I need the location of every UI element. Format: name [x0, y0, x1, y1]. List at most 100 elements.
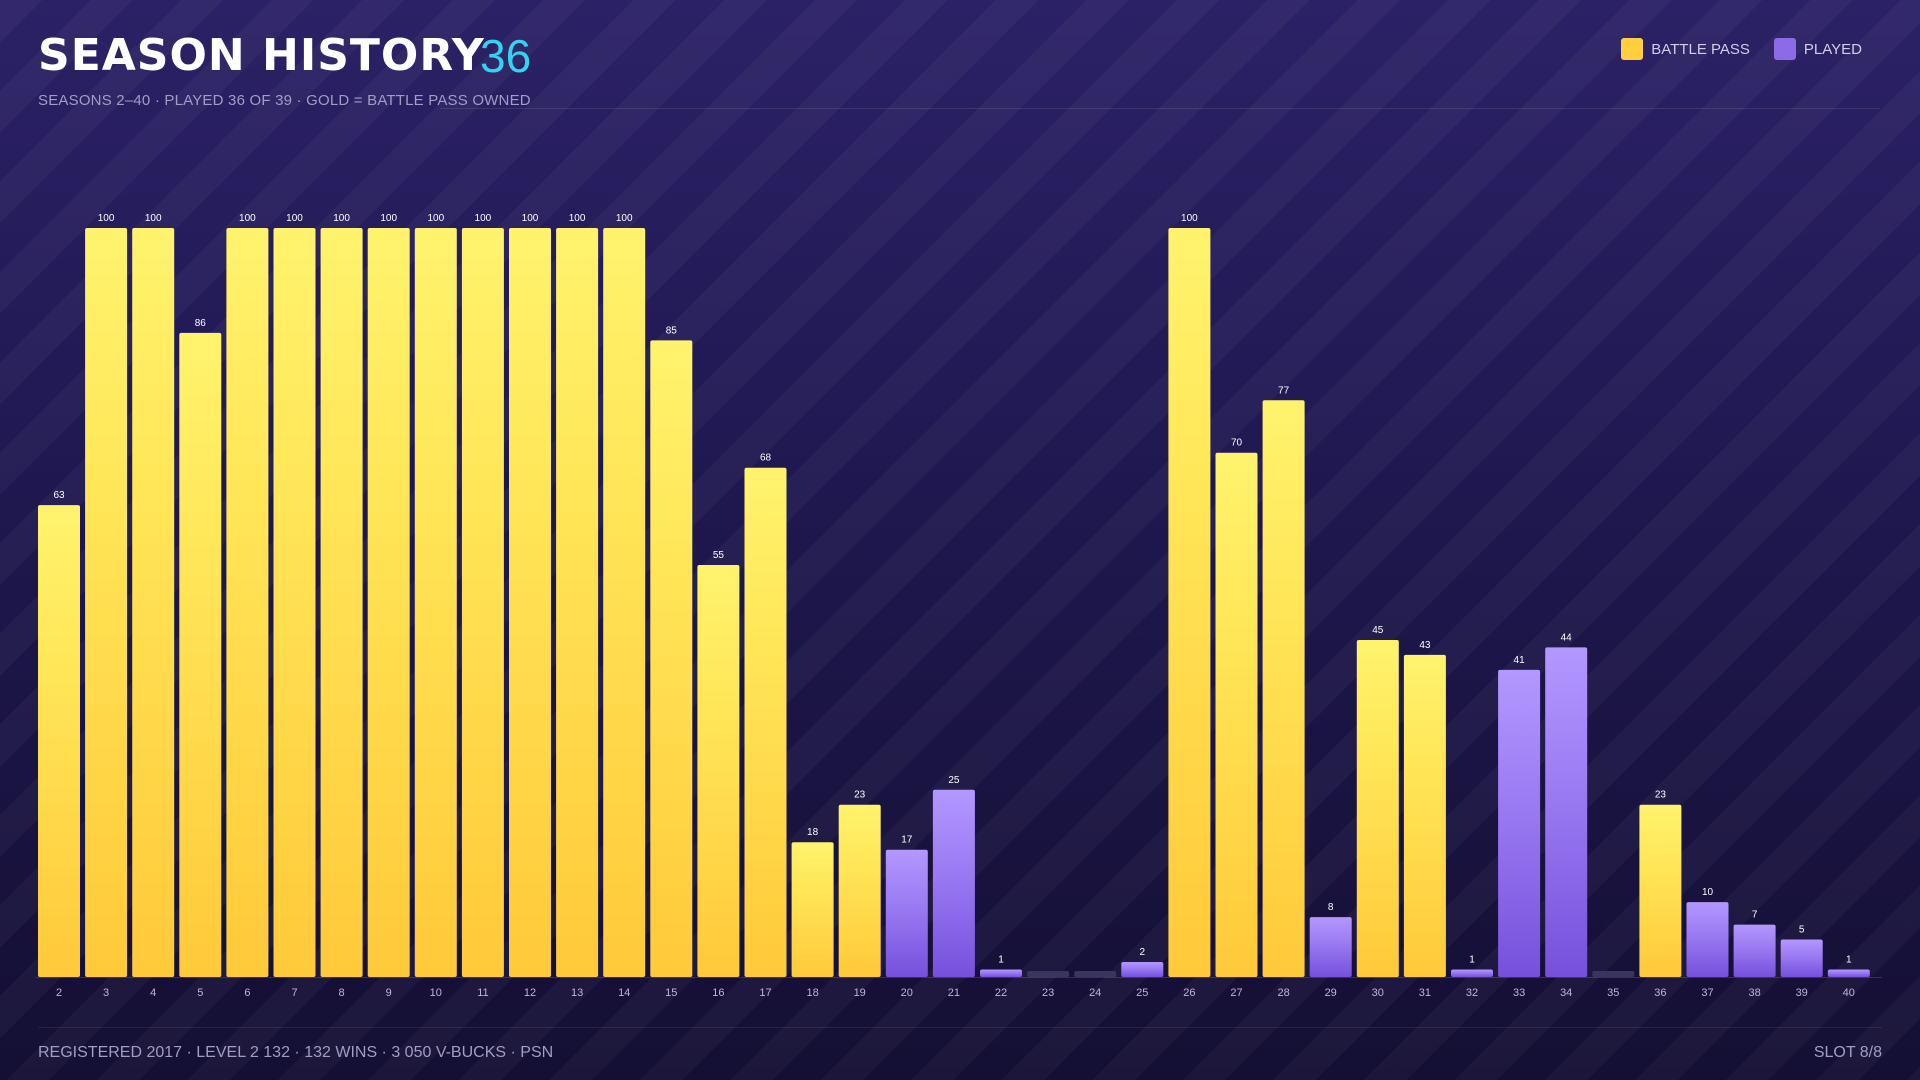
bar-season-6	[226, 228, 269, 977]
x-tick-label-season-4: 4	[150, 987, 156, 999]
x-tick-label-season-34: 34	[1560, 987, 1572, 999]
bar-season-22	[980, 969, 1022, 977]
x-tick-label-season-30: 30	[1372, 987, 1384, 999]
bar-season-8	[320, 228, 363, 977]
bar-season-2	[38, 505, 80, 977]
x-tick-label-season-26: 26	[1183, 987, 1195, 999]
bar-season-7	[273, 228, 316, 977]
x-tick-label-season-29: 29	[1325, 987, 1337, 999]
bar-value-label-season-18: 18	[807, 827, 819, 838]
bar-season-31	[1403, 654, 1446, 977]
bar-value-label-season-26: 100	[1181, 213, 1198, 224]
bar-value-label-season-31: 43	[1419, 640, 1431, 651]
bar-season-23	[1027, 971, 1070, 977]
x-tick-label-season-23: 23	[1042, 987, 1054, 999]
x-tick-label-season-11: 11	[477, 987, 488, 999]
bar-value-label-season-32: 1	[1469, 955, 1475, 966]
x-tick-label-season-5: 5	[197, 987, 203, 999]
x-tick-label-season-19: 19	[854, 987, 866, 999]
bar-season-29	[1309, 917, 1352, 977]
x-tick-label-season-27: 27	[1230, 987, 1242, 999]
bar-season-37	[1686, 902, 1729, 977]
x-tick-label-season-9: 9	[386, 987, 392, 999]
bar-season-26	[1168, 228, 1211, 977]
bar-season-32	[1451, 969, 1493, 977]
season-bar-chart: 6321003100486510061007100810091001010011…	[38, 213, 1870, 999]
bar-value-label-season-12: 100	[522, 213, 539, 224]
bar-season-28	[1262, 400, 1305, 977]
bar-season-33	[1498, 669, 1541, 977]
x-tick-label-season-38: 38	[1748, 987, 1760, 999]
bar-value-label-season-22: 1	[998, 955, 1004, 966]
slot-indicator: SLOT 8/8	[1813, 1044, 1882, 1061]
x-tick-label-season-15: 15	[665, 987, 677, 999]
x-tick-label-season-14: 14	[618, 987, 630, 999]
x-tick-label-season-8: 8	[339, 987, 345, 999]
x-tick-label-season-33: 33	[1513, 987, 1525, 999]
x-tick-label-season-22: 22	[995, 987, 1007, 999]
legend-label-played: PLAYED	[1803, 40, 1862, 58]
bar-value-label-season-4: 100	[145, 213, 162, 224]
bar-season-24	[1074, 971, 1117, 977]
bar-value-label-season-37: 10	[1702, 887, 1714, 898]
bar-value-label-season-16: 55	[713, 550, 725, 561]
bar-value-label-season-27: 70	[1231, 438, 1243, 449]
x-tick-label-season-12: 12	[524, 987, 536, 999]
bar-season-11	[461, 228, 504, 977]
bar-value-label-season-30: 45	[1372, 625, 1384, 636]
header-divider	[440, 108, 1880, 109]
page-subtitle: SEASONS 2–40 · PLAYED 36 OF 39 · GOLD = …	[38, 92, 531, 109]
bar-value-label-season-13: 100	[569, 213, 586, 224]
x-tick-label-season-3: 3	[103, 987, 109, 999]
bar-season-10	[414, 228, 457, 977]
x-tick-label-season-24: 24	[1089, 987, 1101, 999]
legend-item-battle-pass: BATTLE PASS	[1621, 38, 1750, 60]
x-tick-label-season-35: 35	[1607, 987, 1619, 999]
x-tick-label-season-36: 36	[1654, 987, 1666, 999]
x-tick-label-season-7: 7	[291, 987, 297, 999]
x-tick-label-season-16: 16	[712, 987, 724, 999]
x-tick-label-season-28: 28	[1277, 987, 1289, 999]
x-tick-label-season-13: 13	[571, 987, 583, 999]
x-tick-label-season-20: 20	[901, 987, 913, 999]
bar-value-label-season-33: 41	[1514, 655, 1526, 666]
x-tick-label-season-17: 17	[759, 987, 771, 999]
x-tick-label-season-6: 6	[244, 987, 250, 999]
x-tick-label-season-32: 32	[1466, 987, 1478, 999]
bar-value-label-season-20: 17	[901, 835, 913, 846]
x-tick-label-season-39: 39	[1796, 987, 1808, 999]
bar-value-label-season-28: 77	[1278, 385, 1290, 396]
bar-season-38	[1733, 924, 1776, 977]
bar-season-14	[603, 228, 646, 977]
bar-season-13	[556, 228, 599, 977]
x-tick-label-season-18: 18	[806, 987, 818, 999]
bar-value-label-season-38: 7	[1752, 910, 1758, 921]
bar-value-label-season-34: 44	[1561, 632, 1573, 643]
bar-value-label-season-25: 2	[1140, 947, 1146, 958]
bar-season-17	[744, 467, 787, 977]
bar-season-12	[509, 228, 551, 977]
bar-season-18	[791, 842, 834, 977]
bar-value-label-season-5: 86	[195, 318, 207, 329]
bar-value-label-season-2: 63	[53, 490, 65, 501]
footer-divider	[38, 1027, 1882, 1028]
x-tick-label-season-37: 37	[1701, 987, 1713, 999]
bar-value-label-season-9: 100	[380, 213, 397, 224]
bar-season-36	[1639, 804, 1682, 977]
x-tick-label-season-2: 2	[56, 987, 62, 999]
seasons-played-count: 36	[480, 30, 532, 82]
bar-season-34	[1545, 647, 1588, 977]
bar-value-label-season-15: 85	[666, 325, 678, 336]
x-tick-label-season-40: 40	[1843, 987, 1855, 999]
bar-value-label-season-17: 68	[760, 453, 772, 464]
bar-value-label-season-3: 100	[98, 213, 115, 224]
legend-swatch-played	[1773, 38, 1796, 60]
bar-season-3	[85, 228, 128, 977]
bar-season-20	[885, 849, 928, 977]
bar-season-4	[132, 228, 175, 977]
bar-value-label-season-39: 5	[1799, 925, 1805, 936]
bar-value-label-season-21: 25	[948, 775, 960, 786]
bar-season-19	[838, 804, 881, 977]
bar-value-label-season-6: 100	[239, 213, 256, 224]
legend-item-played: PLAYED	[1773, 38, 1862, 60]
